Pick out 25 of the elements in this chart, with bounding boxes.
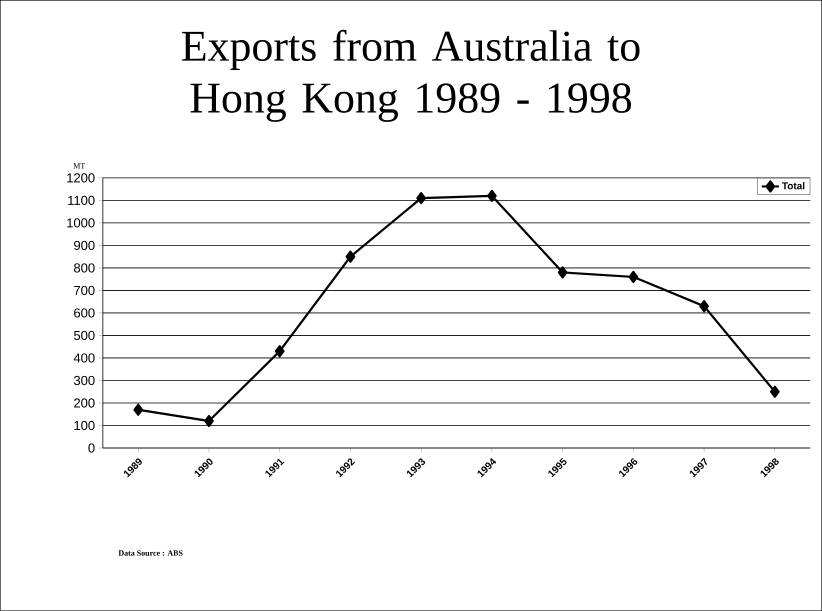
- y-tick-label: 100: [74, 420, 95, 430]
- y-tick-label: 200: [74, 398, 95, 408]
- y-tick-label: 1100: [68, 196, 95, 206]
- y-tick-label: 900: [74, 240, 95, 250]
- point: [558, 266, 568, 279]
- chart-title: Exports from Australia to Hong Kong 1989 - 1998: [182, 30, 640, 122]
- y-tick-label: 1000: [67, 218, 95, 228]
- point: [628, 270, 638, 284]
- point: [274, 345, 285, 358]
- y-tick-label: 1200: [67, 173, 95, 183]
- point: [487, 190, 497, 202]
- y-tick-label: 0: [88, 443, 95, 453]
- point: [204, 414, 214, 428]
- y-tick-label: 800: [74, 263, 95, 273]
- point: [416, 192, 426, 204]
- y-tick-label: 500: [74, 330, 95, 340]
- y-tick-label: 400: [74, 353, 95, 363]
- y-tick-label: 600: [74, 308, 95, 318]
- y-tick-label: 700: [74, 286, 95, 296]
- point: [133, 404, 144, 416]
- point: [770, 386, 780, 398]
- point: [699, 300, 709, 312]
- legend-label: Total: [782, 182, 804, 190]
- y-tick-label: 300: [74, 376, 95, 386]
- point: [346, 250, 356, 263]
